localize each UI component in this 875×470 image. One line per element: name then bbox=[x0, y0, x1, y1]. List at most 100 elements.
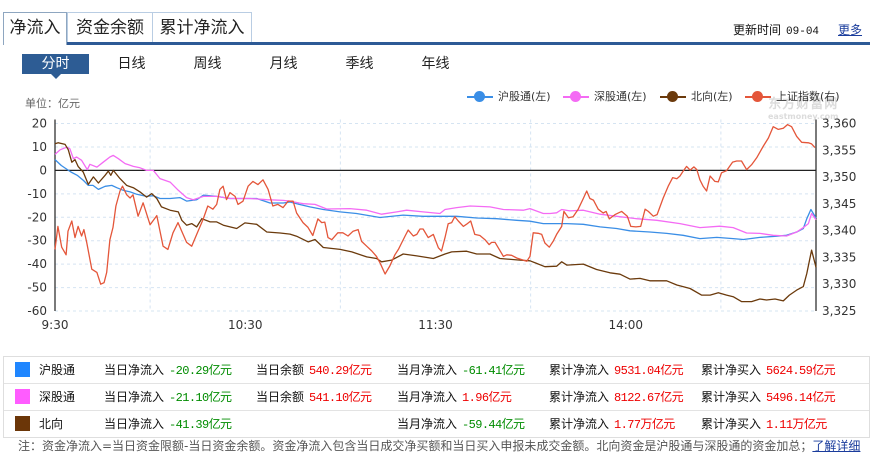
right-axis-tick-label: 3,330 bbox=[822, 277, 856, 291]
legend-dot-icon bbox=[474, 91, 485, 102]
cell-value: 8122.67亿元 bbox=[614, 391, 684, 405]
cell-value: -61.41亿元 bbox=[462, 364, 525, 378]
left-axis-tick-label: -30 bbox=[27, 234, 47, 248]
cell-value: 9531.04亿元 bbox=[614, 364, 684, 378]
cell-value: -59.44亿元 bbox=[462, 418, 525, 432]
cumulative-net-inflow: 累计净流入 1.77万亿元 bbox=[549, 411, 675, 438]
row-name: 深股通 bbox=[39, 390, 76, 404]
x-axis-tick-label: 11:30 bbox=[418, 318, 453, 332]
cell-value: -20.29亿元 bbox=[169, 364, 232, 378]
eastmoney-watermark: 东方财富网 eastmoney.com bbox=[768, 97, 839, 122]
cumulative-net-buy: 累计净买入 1.11万亿元 bbox=[701, 411, 827, 438]
left-axis-tick-label: -10 bbox=[27, 187, 47, 201]
monthly-net-inflow: 当月净流入 -59.44亿元 bbox=[397, 411, 525, 438]
cell-label: 当月净流入 bbox=[397, 390, 458, 404]
right-axis-tick-label: 3,335 bbox=[822, 250, 856, 264]
cell-label: 当月净流入 bbox=[397, 363, 458, 377]
right-axis-tick-label: 3,360 bbox=[822, 117, 856, 131]
capital-flow-chart[interactable]: 20 10 0 -10 -20 -30 -40 -50 -60 3,360 3,355 3,350 3,… bbox=[0, 0, 875, 340]
monthly-net-inflow: 当月净流入 1.96亿元 bbox=[397, 384, 512, 411]
watermark-en: eastmoney.com bbox=[768, 112, 839, 121]
cell-label: 累计净买入 bbox=[701, 390, 762, 404]
legend-label: 上证指数(右) bbox=[776, 90, 840, 103]
cumulative-net-inflow: 累计净流入 9531.04亿元 bbox=[549, 357, 684, 384]
left-axis-tick-label: 10 bbox=[32, 140, 47, 154]
right-axis-tick-label: 3,350 bbox=[822, 170, 856, 184]
cell-label: 累计净流入 bbox=[549, 417, 610, 431]
series-line-2 bbox=[54, 142, 817, 303]
chart-axis-labels: 20 10 0 -10 -20 -30 -40 -50 -60 3,360 3,355 3,350 3,… bbox=[27, 117, 856, 333]
period-intraday[interactable]: 分时 bbox=[22, 54, 89, 79]
left-axis-tick-label: 20 bbox=[32, 117, 47, 131]
learn-more-link[interactable]: 了解详细 bbox=[812, 439, 861, 453]
summary-row-sz-connect: 深股通 当日净流入 -21.10亿元 当日余额 541.10亿元 当月净流入 1.96… bbox=[4, 384, 869, 411]
summary-row-northbound: 北向 当日净流入 -41.39亿元 当月净流入 -59.44亿元 累计净流入 1.77… bbox=[4, 411, 869, 437]
period-yearly[interactable]: 年线 bbox=[421, 56, 450, 72]
row-name: 沪股通 bbox=[39, 363, 76, 377]
daily-net-inflow: 当日净流入 -41.39亿元 bbox=[104, 411, 232, 438]
tab-net-inflow[interactable]: 净流入 bbox=[3, 12, 67, 45]
cell-value: 5624.59亿元 bbox=[766, 364, 836, 378]
x-axis-tick-label: 10:30 bbox=[228, 318, 263, 332]
tab-fund-balance[interactable]: 资金余额 bbox=[67, 12, 153, 42]
left-axis-tick-label: -40 bbox=[27, 257, 47, 271]
daily-balance: 当日余额 541.10亿元 bbox=[256, 384, 372, 411]
legend-dot-icon bbox=[667, 91, 678, 102]
tab-underline bbox=[67, 42, 870, 45]
legend-label: 沪股通(左) bbox=[498, 90, 551, 103]
monthly-net-inflow: 当月净流入 -61.41亿元 bbox=[397, 357, 525, 384]
daily-balance: 当日余额 540.29亿元 bbox=[256, 357, 372, 384]
chart-gridlines bbox=[55, 119, 816, 312]
color-swatch-icon bbox=[15, 389, 30, 404]
x-axis-tick-label: 9:30 bbox=[42, 318, 69, 332]
cell-label: 当日余额 bbox=[256, 363, 305, 377]
period-weekly[interactable]: 周线 bbox=[193, 56, 222, 72]
cell-label: 累计净流入 bbox=[549, 363, 610, 377]
summary-row-sh-connect: 沪股通 当日净流入 -20.29亿元 当日余额 540.29亿元 当月净流入 -61.… bbox=[4, 357, 869, 384]
right-axis-tick-label: 3,325 bbox=[822, 304, 856, 318]
cell-value: 540.29亿元 bbox=[309, 364, 372, 378]
footer-note-text: 注：资金净流入=当日资金限额-当日资金余额。资金净流入包含当日成交净买额和当日买… bbox=[18, 439, 813, 453]
summary-table: 沪股通 当日净流入 -20.29亿元 当日余额 540.29亿元 当月净流入 -61.… bbox=[3, 356, 870, 438]
legend-label: 深股通(左) bbox=[594, 90, 647, 103]
color-swatch-icon bbox=[15, 362, 30, 377]
cumulative-net-buy: 累计净买入 5496.14亿元 bbox=[701, 384, 836, 411]
period-daily[interactable]: 日线 bbox=[117, 56, 146, 72]
right-axis-tick-label: 3,340 bbox=[822, 224, 856, 238]
cell-label: 累计净买入 bbox=[701, 417, 762, 431]
left-axis-tick-label: -20 bbox=[27, 210, 47, 224]
period-quarterly[interactable]: 季线 bbox=[345, 56, 374, 72]
daily-net-inflow: 当日净流入 -20.29亿元 bbox=[104, 357, 232, 384]
row-name: 北向 bbox=[39, 417, 64, 431]
daily-balance bbox=[256, 411, 261, 438]
update-time: 更新时间 09-04 bbox=[733, 21, 819, 38]
right-axis-tick-label: 3,345 bbox=[822, 197, 856, 211]
cumulative-net-inflow: 累计净流入 8122.67亿元 bbox=[549, 384, 684, 411]
cell-label: 累计净买入 bbox=[701, 363, 762, 377]
cell-value: 541.10亿元 bbox=[309, 391, 372, 405]
series-line-3 bbox=[54, 123, 816, 285]
more-link[interactable]: 更多 bbox=[838, 23, 863, 37]
left-axis-tick-label: 0 bbox=[39, 163, 47, 177]
cell-label: 当月净流入 bbox=[397, 417, 458, 431]
chart-series bbox=[54, 123, 817, 303]
footer-note: 注：资金净流入=当日资金限额-当日资金余额。资金净流入包含当日成交净买额和当日买… bbox=[18, 437, 860, 454]
cell-label: 当日净流入 bbox=[104, 363, 165, 377]
legend-dot-icon bbox=[570, 91, 581, 102]
left-axis-tick-label: -60 bbox=[27, 304, 47, 318]
unit-label: 单位：亿元 bbox=[25, 97, 80, 110]
tab-cumulative-net-inflow[interactable]: 累计净流入 bbox=[152, 12, 252, 42]
update-time-label: 更新时间 bbox=[733, 23, 782, 37]
cell-value: 1.77万亿元 bbox=[614, 418, 675, 432]
cell-value: 1.11万亿元 bbox=[766, 418, 827, 432]
right-axis-tick-label: 3,355 bbox=[822, 143, 856, 157]
cell-value: 5496.14亿元 bbox=[766, 391, 836, 405]
period-monthly[interactable]: 月线 bbox=[269, 56, 298, 72]
cell-label: 累计净流入 bbox=[549, 390, 610, 404]
watermark-cn: 东方财富网 bbox=[768, 97, 839, 112]
x-axis-tick-label: 14:00 bbox=[608, 318, 643, 332]
cell-value: -21.10亿元 bbox=[169, 391, 232, 405]
chart-axes bbox=[54, 119, 817, 311]
series-line-1 bbox=[54, 146, 817, 237]
daily-net-inflow: 当日净流入 -21.10亿元 bbox=[104, 384, 232, 411]
